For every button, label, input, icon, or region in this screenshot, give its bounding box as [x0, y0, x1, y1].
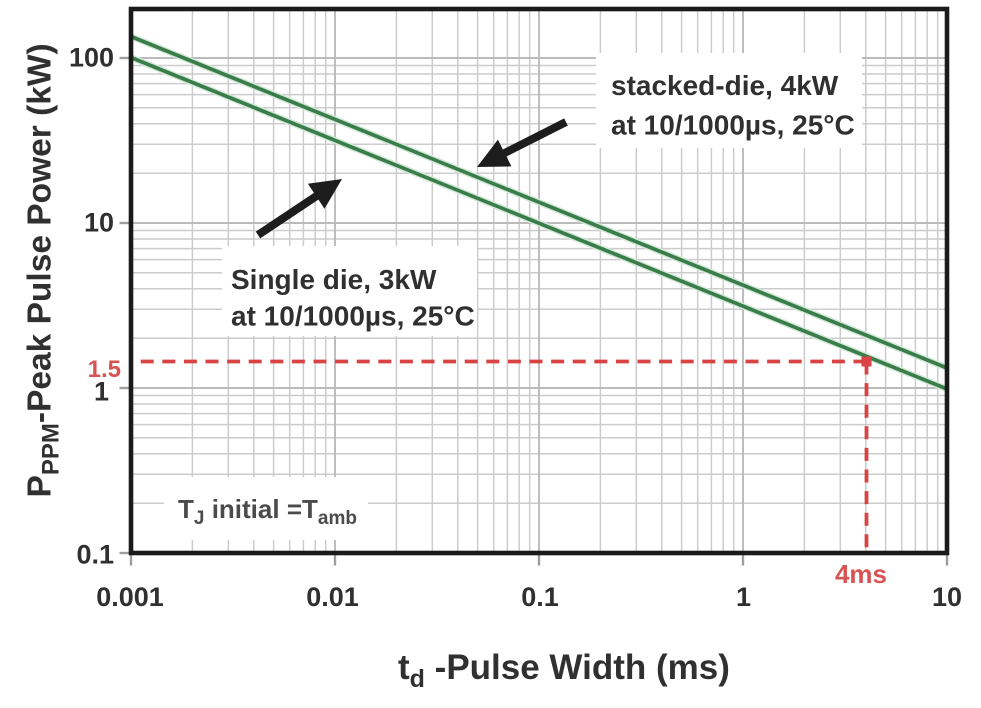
svg-text:Single die, 3kW: Single die, 3kW [231, 264, 437, 295]
svg-text:at 10/1000µs, 25°C: at 10/1000µs, 25°C [611, 110, 855, 141]
svg-text:TJ initial =Tamb: TJ initial =Tamb [178, 494, 357, 529]
svg-text:4ms: 4ms [835, 559, 887, 589]
svg-text:10: 10 [84, 208, 114, 238]
svg-text:10: 10 [932, 582, 962, 612]
svg-text:td -Pulse Width (ms): td -Pulse Width (ms) [398, 648, 730, 693]
svg-text:1.5: 1.5 [88, 356, 121, 383]
svg-text:at 10/1000µs, 25°C: at 10/1000µs, 25°C [231, 301, 475, 332]
svg-text:0.001: 0.001 [96, 582, 164, 612]
svg-text:0.01: 0.01 [306, 582, 359, 612]
svg-text:0.1: 0.1 [76, 540, 114, 570]
svg-text:PPPM-Peak Pulse Power (kW): PPPM-Peak Pulse Power (kW) [22, 43, 65, 497]
svg-text:100: 100 [69, 43, 114, 73]
svg-text:stacked-die, 4kW: stacked-die, 4kW [611, 70, 839, 101]
svg-text:1: 1 [94, 377, 109, 407]
svg-text:1: 1 [736, 582, 751, 612]
svg-text:0.1: 0.1 [521, 582, 559, 612]
